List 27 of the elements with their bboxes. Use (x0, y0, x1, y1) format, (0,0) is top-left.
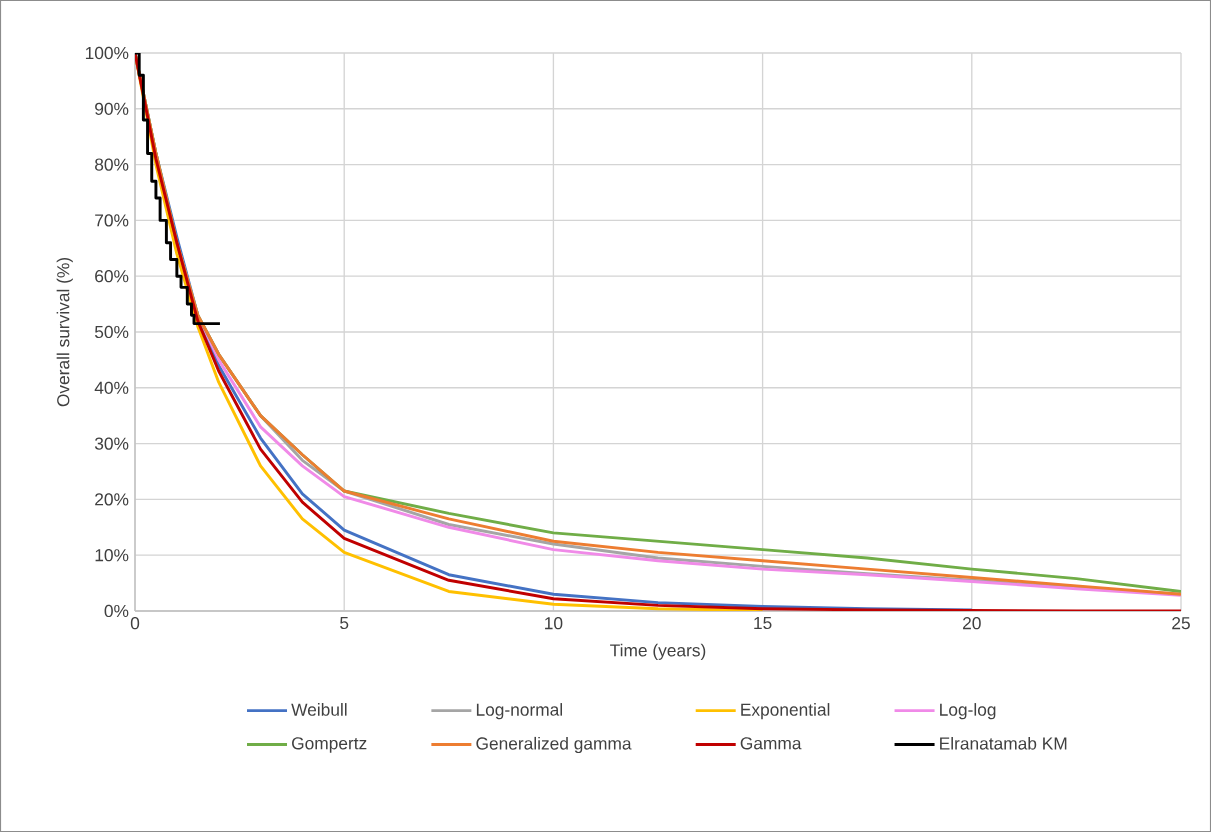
legend-label: Gamma (740, 737, 802, 750)
legend-label: Exponential (741, 703, 830, 720)
y-tick-label: 70% (95, 214, 129, 227)
y-tick-label: 60% (95, 270, 129, 283)
y-tick-label: 80% (95, 158, 129, 171)
x-tick-label: 10 (545, 617, 563, 630)
legend-label: Gompertz (292, 737, 367, 753)
legend-label: Log-normal (476, 703, 563, 720)
y-tick-label: 100% (85, 46, 129, 60)
x-tick-label: 25 (1172, 617, 1190, 630)
legend-label: Generalized gamma (476, 736, 632, 754)
legend-label: Elranatamab KM (940, 736, 1067, 750)
y-tick-label: 90% (95, 102, 129, 115)
y-tick-label: 0% (104, 604, 129, 618)
x-tick-label: 15 (754, 617, 772, 630)
y-tick-label: 20% (95, 493, 129, 506)
y-tick-label: 40% (94, 381, 129, 394)
y-tick-label: 50% (94, 325, 129, 339)
x-tick-label: 20 (963, 617, 981, 630)
x-axis-title: Time (years) (610, 643, 706, 660)
x-tick-label: 5 (340, 617, 349, 630)
legend-label: Weibull (291, 703, 347, 716)
y-axis-title: Overall survival (%) (56, 257, 73, 407)
y-tick-label: 30% (94, 437, 129, 450)
legend-label: Log-log (940, 703, 996, 720)
y-tick-label: 10% (95, 549, 129, 562)
x-tick-label: 0 (130, 617, 140, 630)
